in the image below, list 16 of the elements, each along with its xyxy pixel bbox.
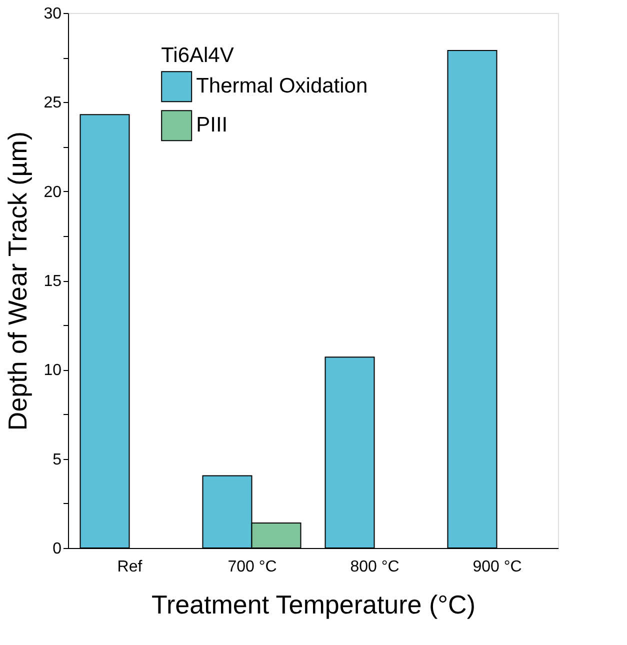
y-tick-label: 0 bbox=[52, 540, 62, 558]
x-axis-title: Treatment Temperature (°C) bbox=[152, 590, 476, 620]
legend-label: PIII bbox=[196, 114, 228, 137]
legend-title: Ti6Al4V bbox=[161, 44, 234, 68]
y-tick-label: 5 bbox=[52, 451, 62, 468]
legend-label: Thermal Oxidation bbox=[196, 74, 368, 98]
x-tick-label: 800 °C bbox=[350, 558, 400, 576]
x-tick-label: 900 °C bbox=[472, 558, 522, 576]
y-tick-label: 10 bbox=[44, 362, 62, 380]
y-tick-label: 15 bbox=[44, 273, 62, 290]
y-tick-label: 30 bbox=[44, 6, 62, 22]
y-axis-title: Depth of Wear Track (µm) bbox=[2, 131, 33, 431]
y-tick-label: 25 bbox=[44, 94, 62, 112]
y-tick-label: 20 bbox=[44, 184, 62, 201]
x-tick-label: Ref bbox=[117, 558, 143, 576]
x-tick-label: 700 °C bbox=[228, 558, 277, 576]
